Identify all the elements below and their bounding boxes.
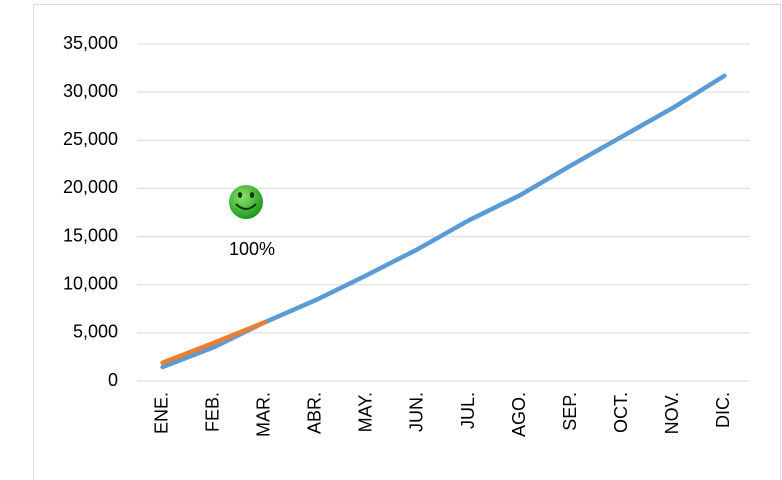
smiley-icon [229, 185, 263, 219]
x-tick-label: SEP. [560, 392, 580, 431]
y-tick-label: 35,000 [63, 33, 118, 53]
annotation: 100% [229, 239, 275, 259]
x-tick-label: AGO. [509, 392, 529, 437]
x-tick-label: JUN. [407, 392, 427, 432]
y-tick-label: 30,000 [63, 81, 118, 101]
x-tick-label: ABR. [305, 392, 325, 434]
chart-border [33, 4, 781, 480]
x-tick-label: ENE. [151, 392, 171, 434]
x-tick-label: MAR. [253, 392, 273, 437]
x-tick-label: MAY. [356, 392, 376, 432]
y-tick-label: 10,000 [63, 273, 118, 293]
x-tick-label: OCT. [611, 392, 631, 433]
y-tick-label: 5,000 [73, 322, 118, 342]
x-tick-label: FEB. [202, 392, 222, 432]
x-tick-label: DIC. [713, 392, 733, 428]
y-tick-label: 20,000 [63, 177, 118, 197]
y-tick-label: 15,000 [63, 225, 118, 245]
y-tick-label: 25,000 [63, 129, 118, 149]
y-tick-label: 0 [108, 370, 118, 390]
x-tick-label: JUL. [458, 392, 478, 429]
series-line [160, 320, 267, 365]
x-tick-label: NOV. [662, 392, 682, 434]
